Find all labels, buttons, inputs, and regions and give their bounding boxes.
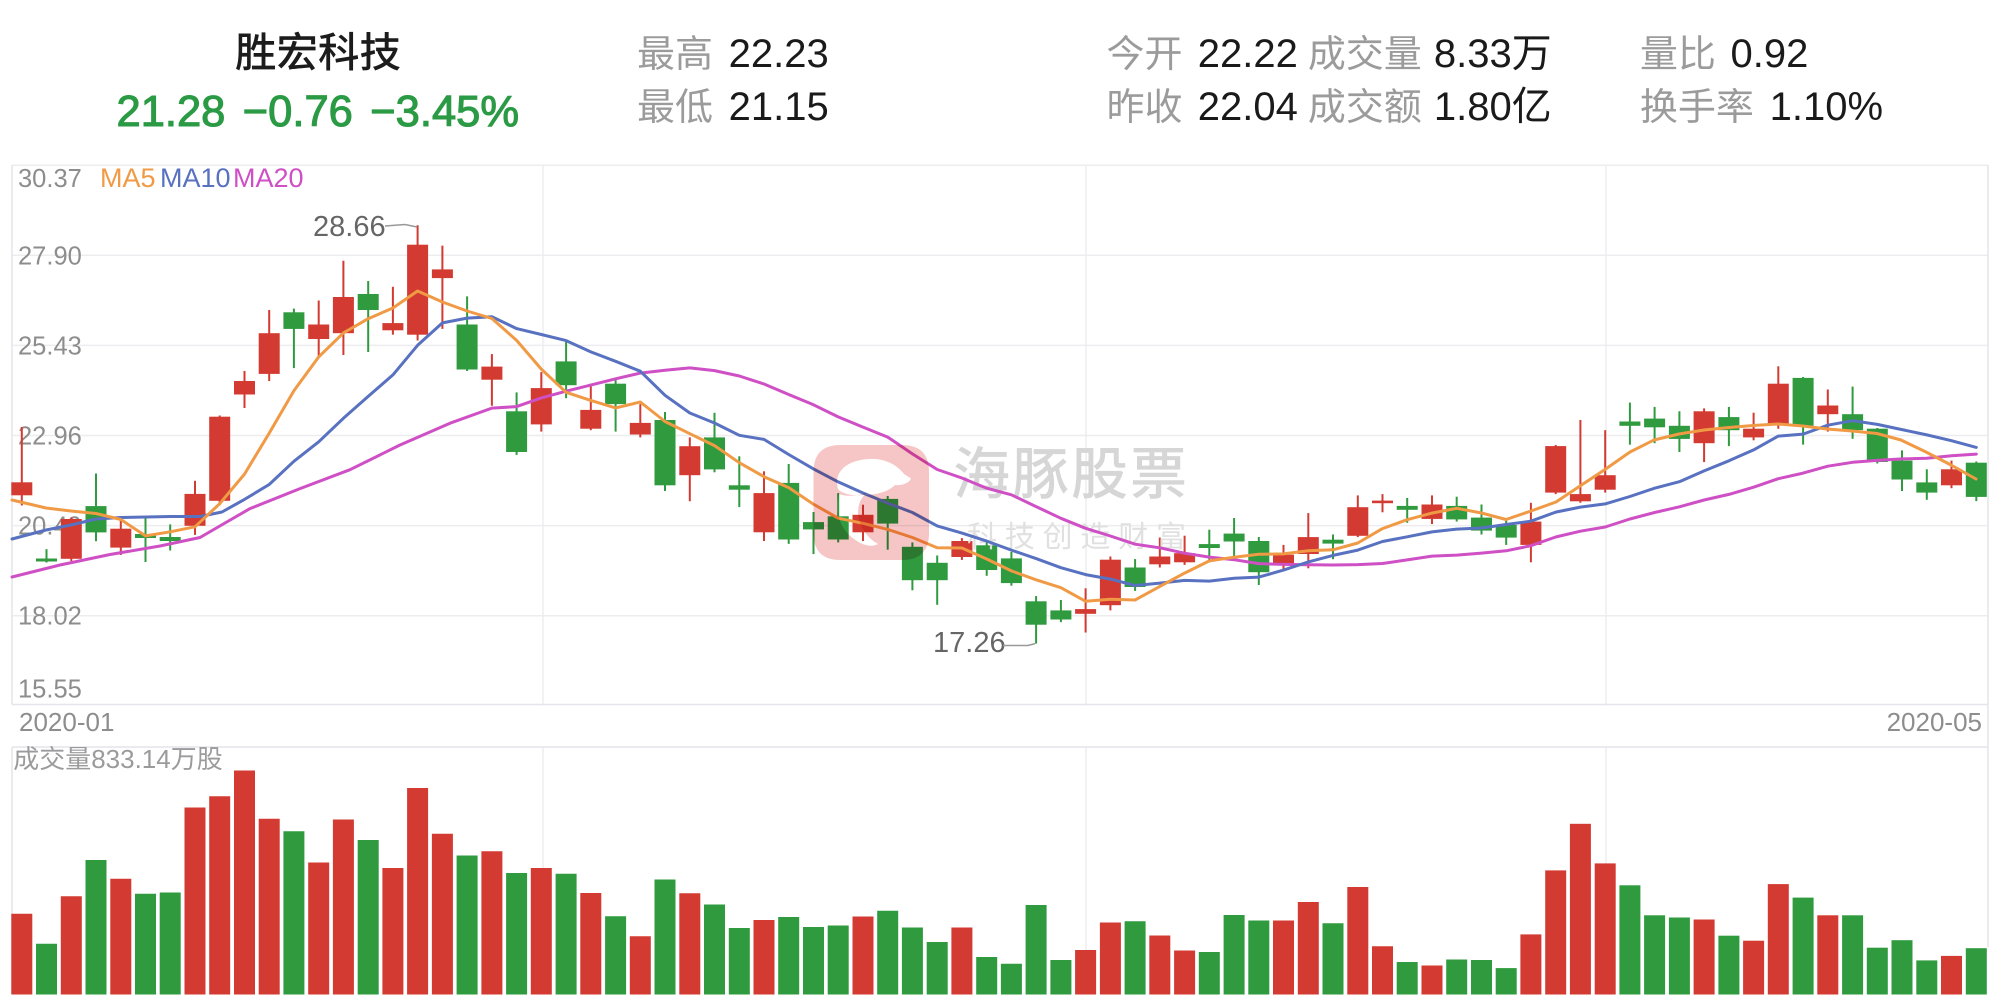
svg-text:22.23: 22.23	[729, 32, 829, 76]
svg-text:21.15: 21.15	[729, 85, 829, 129]
svg-text:17.26: 17.26	[933, 627, 1006, 659]
svg-text:2020-05: 2020-05	[1887, 707, 1982, 737]
svg-text:18.02: 18.02	[18, 603, 82, 631]
svg-text:22.22: 22.22	[1198, 32, 1298, 76]
svg-text:MA10: MA10	[160, 163, 231, 193]
svg-text:2020-01: 2020-01	[19, 707, 114, 737]
svg-text:28.66: 28.66	[313, 211, 386, 243]
svg-text:MA5: MA5	[100, 163, 156, 193]
svg-text:22.04: 22.04	[1198, 85, 1298, 129]
svg-text:833.14: 833.14	[91, 744, 171, 774]
svg-text:21.28 −0.76 −3.45%: 21.28 −0.76 −3.45%	[117, 88, 520, 136]
svg-text:15.55: 15.55	[18, 676, 82, 704]
svg-text:27.90: 27.90	[18, 242, 82, 270]
svg-text:1.80: 1.80	[1434, 85, 1512, 129]
svg-text:25.43: 25.43	[18, 332, 82, 360]
svg-text:30.37: 30.37	[18, 165, 82, 193]
svg-text:8.33: 8.33	[1434, 32, 1512, 76]
svg-text:1.10%: 1.10%	[1770, 85, 1883, 129]
svg-text:MA20: MA20	[233, 163, 304, 193]
svg-text:0.92: 0.92	[1731, 32, 1809, 76]
svg-text:22.96: 22.96	[18, 423, 82, 451]
